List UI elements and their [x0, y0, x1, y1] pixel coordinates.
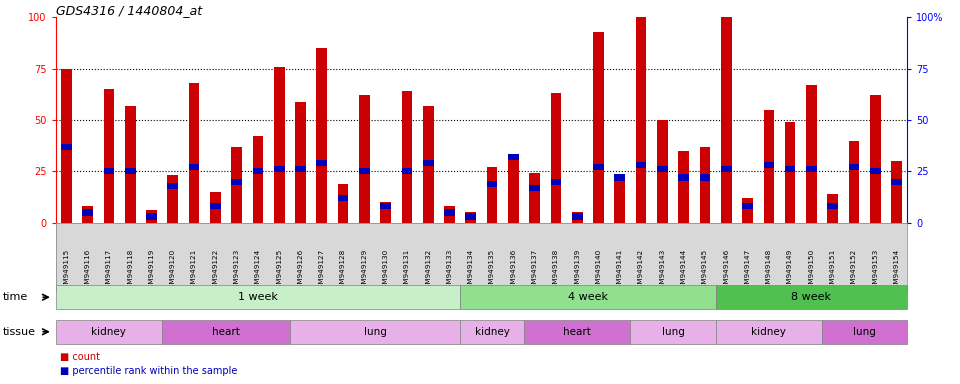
Bar [104, 89, 114, 223]
Bar [593, 31, 604, 223]
Bar [83, 206, 93, 223]
Bar [466, 214, 476, 220]
Text: tissue: tissue [3, 327, 36, 337]
Bar [380, 203, 391, 209]
Bar [252, 168, 263, 174]
Bar [125, 168, 135, 174]
Bar [125, 106, 135, 223]
Bar [423, 160, 434, 166]
Bar [828, 203, 838, 209]
Bar [891, 161, 901, 223]
Text: heart: heart [212, 327, 240, 337]
Bar [551, 179, 562, 185]
Bar [274, 66, 284, 223]
Bar [61, 144, 72, 150]
Bar [551, 93, 562, 223]
Bar [401, 168, 412, 174]
Bar [401, 91, 412, 223]
Text: 1 week: 1 week [238, 292, 277, 302]
Text: kidney: kidney [474, 327, 510, 337]
Bar [338, 195, 348, 201]
Text: ■ percentile rank within the sample: ■ percentile rank within the sample [60, 366, 237, 376]
Bar [359, 168, 370, 174]
Bar [146, 214, 156, 220]
Text: ■ count: ■ count [60, 352, 100, 362]
Text: 4 week: 4 week [568, 292, 608, 302]
Bar [700, 174, 710, 180]
Bar [636, 162, 646, 168]
Bar [849, 141, 859, 223]
Text: kidney: kidney [91, 327, 127, 337]
Bar [721, 11, 732, 223]
Bar [466, 212, 476, 223]
Bar [338, 184, 348, 223]
Bar [614, 174, 625, 180]
Bar [679, 174, 689, 180]
Bar [231, 179, 242, 185]
Bar [104, 168, 114, 174]
Bar [359, 95, 370, 223]
Bar [806, 166, 817, 172]
Text: GDS4316 / 1440804_at: GDS4316 / 1440804_at [56, 4, 202, 17]
Bar [763, 110, 774, 223]
Bar [189, 164, 200, 170]
Bar [508, 157, 518, 223]
Bar [828, 194, 838, 223]
Bar [679, 151, 689, 223]
Bar [763, 162, 774, 168]
Bar [784, 166, 796, 172]
Bar [210, 192, 221, 223]
Bar [146, 210, 156, 223]
Bar [806, 85, 817, 223]
Bar [295, 101, 306, 223]
Bar [657, 166, 668, 172]
Bar [742, 203, 753, 209]
Bar [636, 13, 646, 223]
Bar [487, 180, 497, 187]
Bar [614, 177, 625, 223]
Bar [317, 48, 327, 223]
Bar [572, 214, 583, 220]
Text: heart: heart [564, 327, 591, 337]
Bar [487, 167, 497, 223]
Bar [317, 160, 327, 166]
Bar [231, 147, 242, 223]
Bar [83, 209, 93, 215]
Bar [61, 69, 72, 223]
Text: time: time [3, 292, 28, 302]
Bar [295, 166, 306, 172]
Bar [444, 206, 455, 223]
Bar [572, 212, 583, 223]
Text: lung: lung [661, 327, 684, 337]
Bar [784, 122, 796, 223]
Bar [508, 154, 518, 160]
Bar [189, 83, 200, 223]
Bar [870, 168, 880, 174]
Text: 8 week: 8 week [791, 292, 831, 302]
Bar [593, 164, 604, 170]
Text: lung: lung [853, 327, 876, 337]
Bar [529, 185, 540, 191]
Bar [167, 175, 179, 223]
Bar [423, 106, 434, 223]
Bar [529, 174, 540, 223]
Bar [721, 166, 732, 172]
Text: lung: lung [364, 327, 387, 337]
Bar [444, 209, 455, 215]
Bar [252, 136, 263, 223]
Bar [210, 203, 221, 209]
Bar [657, 120, 668, 223]
Bar [700, 147, 710, 223]
Bar [891, 179, 901, 185]
Bar [870, 95, 880, 223]
Bar [274, 166, 284, 172]
Bar [167, 183, 179, 189]
Bar [742, 198, 753, 223]
Text: kidney: kidney [752, 327, 786, 337]
Bar [380, 202, 391, 223]
Bar [849, 164, 859, 170]
